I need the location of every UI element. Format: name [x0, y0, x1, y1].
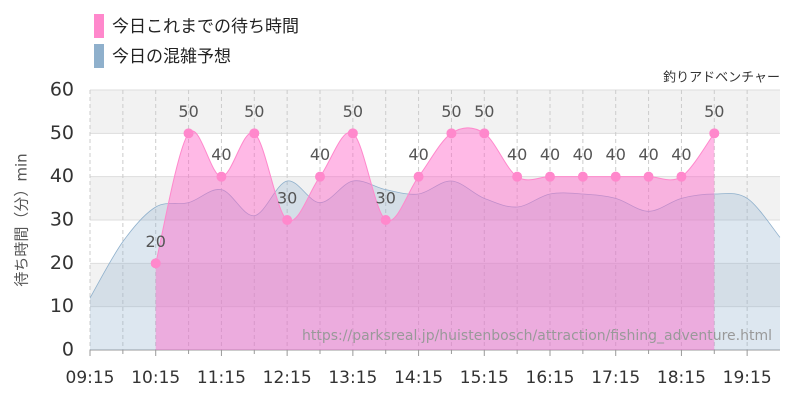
x-tick-label: 17:15 — [591, 368, 640, 388]
point — [216, 171, 227, 182]
point — [479, 128, 490, 139]
point — [577, 171, 588, 182]
point — [183, 128, 194, 139]
value-label: 50 — [178, 102, 198, 121]
area — [155, 127, 715, 350]
point — [676, 171, 687, 182]
y-tick-label: 0 — [62, 339, 74, 361]
value-label: 50 — [441, 102, 461, 121]
x-tick-label: 15:15 — [460, 368, 509, 388]
area — [90, 180, 780, 350]
y-axis-label: 待ち時間（分）min — [13, 153, 31, 286]
value-label: 40 — [573, 145, 593, 164]
point — [347, 128, 358, 139]
value-label: 30 — [277, 189, 297, 208]
point — [315, 171, 325, 182]
value-label: 40 — [540, 145, 560, 164]
point — [413, 171, 424, 182]
x-tick-label: 10:15 — [131, 368, 180, 388]
point — [282, 215, 293, 225]
subtitle: 釣りアドベンチャー — [663, 70, 780, 86]
y-tick-label: 60 — [50, 79, 74, 101]
legend-swatch — [94, 14, 104, 38]
y-tick-label: 20 — [50, 252, 74, 274]
value-label: 40 — [606, 145, 626, 164]
x-tick-label: 14:15 — [394, 368, 443, 388]
point — [512, 171, 523, 182]
value-label: 40 — [671, 145, 691, 164]
value-label: 40 — [507, 145, 527, 164]
value-label: 50 — [474, 102, 494, 121]
value-label: 40 — [211, 145, 231, 164]
band — [90, 176, 780, 220]
line — [89, 180, 781, 299]
legend-swatch — [94, 44, 104, 68]
value-label: 40 — [638, 145, 658, 164]
x-tick-label: 19:15 — [723, 368, 772, 388]
point — [380, 215, 391, 225]
legend-label: 今日これまでの待ち時間 — [112, 17, 299, 37]
point — [709, 128, 720, 139]
value-label: 50 — [343, 102, 363, 121]
band — [90, 263, 780, 307]
value-label: 30 — [376, 189, 396, 208]
point — [150, 258, 161, 269]
point — [545, 171, 555, 182]
y-tick-label: 40 — [50, 165, 74, 187]
x-tick-label: 16:15 — [526, 368, 575, 388]
y-tick-label: 30 — [50, 209, 74, 231]
value-label: 50 — [704, 102, 724, 121]
annotation: https://parksreal.jp/huistenbosch/attrac… — [302, 328, 772, 344]
point — [610, 171, 621, 182]
band — [90, 90, 780, 134]
point — [643, 171, 654, 182]
x-tick-label: 18:15 — [657, 368, 706, 388]
x-tick-label: 13:15 — [328, 368, 377, 388]
x-tick-label: 12:15 — [263, 368, 312, 388]
value-label: 40 — [408, 145, 428, 164]
x-tick-label: 09:15 — [66, 368, 115, 388]
value-label: 20 — [146, 232, 166, 251]
value-label: 50 — [244, 102, 264, 121]
y-tick-label: 50 — [50, 122, 74, 144]
point — [446, 128, 457, 139]
x-tick-label: 11:15 — [197, 368, 246, 388]
point — [249, 128, 260, 139]
value-label: 40 — [310, 145, 330, 164]
legend-label: 今日の混雑予想 — [112, 47, 231, 67]
y-tick-label: 10 — [50, 295, 74, 317]
